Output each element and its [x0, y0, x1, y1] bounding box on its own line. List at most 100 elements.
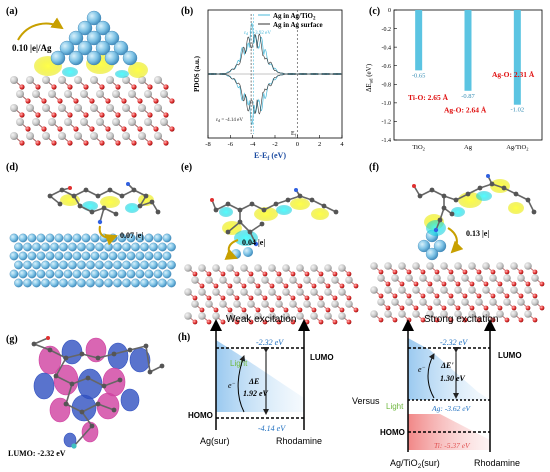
molecule-bond [65, 383, 73, 405]
ti-atom [510, 310, 518, 318]
molecule-atom [111, 351, 117, 357]
molecule-atom [137, 203, 143, 209]
o-atom [35, 140, 41, 146]
o-atom [269, 307, 275, 313]
bar-chart-ylabel: ΔEad (eV) [365, 63, 375, 92]
molecule-atom [489, 181, 495, 187]
molecule-atom [77, 203, 83, 209]
ag-atom [144, 269, 154, 279]
ti-atom [144, 118, 152, 126]
ag-atom [113, 242, 122, 252]
o-atom [448, 269, 454, 275]
charge-arrow-a [17, 17, 64, 41]
ag-atom [149, 278, 158, 288]
molecule-atom [429, 187, 435, 193]
o-atom [227, 307, 233, 313]
ti-atom [191, 276, 199, 284]
ti-atom [496, 286, 504, 294]
orbital-lobe [63, 432, 77, 448]
molecule-atom [83, 187, 89, 193]
ti-atom [90, 76, 98, 84]
o-atom [105, 98, 111, 104]
ti-atom [275, 276, 283, 284]
ti-atom [384, 286, 392, 294]
ag-atom [81, 251, 91, 261]
ag-atom [27, 233, 37, 243]
ag-atom [243, 247, 253, 257]
strong-right-axis-label: Rhodamine [474, 458, 520, 468]
molecule-bond [65, 403, 83, 413]
ag-atom [32, 260, 41, 270]
ti-atom [426, 310, 434, 318]
o-atom [99, 84, 105, 90]
charge-label-e: 0.04 |e| [242, 238, 265, 247]
o-atom [332, 295, 338, 301]
o-atom [311, 283, 317, 289]
o-atom [353, 283, 359, 289]
molecule-atom [46, 336, 50, 340]
pdos-x-tick-label: -6 [228, 141, 234, 148]
ag-atom [425, 247, 439, 261]
charge-density-blob [311, 208, 329, 220]
ti-atom [454, 310, 462, 318]
ti-atom [42, 132, 50, 140]
molecule-atom [143, 193, 149, 199]
o-atom [276, 295, 282, 301]
o-atom [325, 283, 331, 289]
molecule-bond [49, 349, 67, 359]
molecule-atom [69, 381, 75, 387]
ti-atom [32, 90, 40, 98]
charge-label-f: 0.13 |e| [466, 229, 489, 238]
o-atom [206, 271, 212, 277]
o-atom [469, 281, 475, 287]
o-atom [325, 307, 331, 313]
ti-atom [296, 264, 304, 272]
o-atom [276, 319, 282, 325]
ag-atom [140, 260, 149, 270]
o-atom [67, 112, 73, 118]
o-atom [525, 281, 531, 287]
ti-atom [468, 262, 476, 270]
o-atom [304, 295, 310, 301]
ti-atom [106, 104, 114, 112]
o-atom [57, 126, 63, 132]
ag-atom [9, 251, 19, 261]
o-atom [255, 307, 261, 313]
ag-atom [77, 40, 93, 56]
ag-atom [99, 251, 109, 261]
ag-atom [72, 269, 82, 279]
ti-atom [303, 300, 311, 308]
ti-atom [138, 76, 146, 84]
o-atom [269, 283, 275, 289]
o-atom [35, 84, 41, 90]
ti-atom [138, 132, 146, 140]
ti-atom [510, 286, 518, 294]
ti-atom [419, 274, 427, 282]
o-atom [518, 317, 524, 323]
o-atom [525, 305, 531, 311]
strong-lumo-label: LUMO [498, 351, 522, 360]
ag-atom [45, 233, 55, 243]
ti-atom [42, 104, 50, 112]
ag-atom [68, 260, 77, 270]
ti-atom [233, 276, 241, 284]
ti-atom [468, 310, 476, 318]
o-atom [73, 98, 79, 104]
strong-delta-value: 1.30 eV [440, 374, 466, 383]
ti-atom [58, 104, 66, 112]
o-atom [192, 319, 198, 325]
ag-atom [95, 40, 111, 56]
ag-atom [59, 242, 68, 252]
weak-light-label: Light [230, 359, 248, 368]
ag-atom [68, 278, 77, 288]
ti-atom [10, 132, 18, 140]
ti-atom [317, 276, 325, 284]
panel-g: (g) LUMO: -2.32 eV [6, 334, 165, 458]
o-atom [490, 269, 496, 275]
ti-atom [398, 286, 406, 294]
o-atom [427, 281, 433, 287]
o-atom [427, 305, 433, 311]
panel-label-a: (a) [6, 6, 18, 17]
ti-atom [503, 298, 511, 306]
ti-atom [296, 288, 304, 296]
